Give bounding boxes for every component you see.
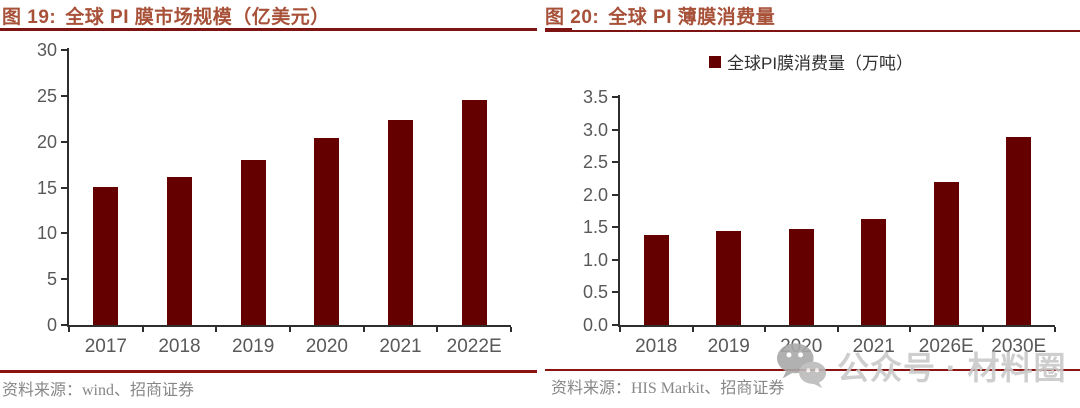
x-tick-label: 2019: [232, 336, 275, 357]
bar: [861, 219, 887, 325]
y-tick-label: 25: [36, 85, 57, 106]
legend-label: 全球PI膜消费量（万吨）: [727, 54, 914, 73]
watermark: 公众号 · 材料圈: [775, 340, 1066, 392]
x-tick: [909, 327, 911, 332]
y-tick-label: 2.0: [582, 184, 608, 205]
y-tick-label: 0.0: [582, 315, 608, 335]
x-tick: [691, 327, 694, 332]
y-tick-label: 1.0: [582, 249, 608, 270]
legend-swatch: [709, 55, 721, 68]
source-note-right: 资料来源：HIS Markit、招商证券: [551, 380, 785, 397]
bar: [643, 235, 669, 325]
bar: [240, 160, 266, 325]
y-tick: [612, 324, 618, 326]
wechat-icon: [776, 343, 827, 389]
y-tick: [61, 232, 67, 235]
y-tick: [612, 193, 618, 196]
x-axis-line: [618, 325, 1055, 327]
x-tick-label: 2022E: [446, 336, 502, 357]
y-axis-line: [67, 48, 69, 327]
y-tick-label: 3.5: [582, 87, 608, 107]
figure-19-label: 图 19:: [2, 7, 57, 28]
y-tick: [612, 128, 618, 131]
x-tick-label: 2018: [635, 336, 678, 357]
y-tick: [61, 324, 67, 326]
y-tick-label: 2.5: [582, 152, 608, 173]
x-tick: [619, 327, 621, 332]
y-tick: [61, 278, 67, 281]
x-tick-label: 2021: [379, 336, 422, 357]
x-tick: [981, 327, 984, 332]
watermark-text: 公众号 · 材料圈: [837, 350, 1067, 386]
figure-20-title-underline: [545, 28, 1080, 32]
y-tick: [612, 226, 618, 229]
figure-19-title-text: 全球 PI 膜市场规模（亿美元）: [65, 7, 330, 28]
y-tick-label: 20: [36, 131, 57, 152]
y-tick: [61, 94, 67, 97]
x-tick: [215, 327, 218, 332]
y-tick-label: 5: [46, 269, 57, 290]
x-tick-label: 2017: [84, 336, 127, 357]
x-tick: [764, 327, 766, 332]
bar: [933, 181, 959, 325]
x-tick: [510, 327, 512, 332]
figure-20-title-text: 全球 PI 薄膜消费量: [608, 7, 776, 28]
legend: 全球PI膜消费量（万吨）: [709, 49, 913, 74]
bar: [1006, 137, 1032, 325]
y-tick: [61, 186, 67, 189]
x-tick-label: 2020: [305, 336, 348, 357]
x-tick: [289, 327, 291, 332]
y-tick-label: 15: [36, 177, 57, 198]
y-axis-line: [618, 95, 620, 327]
bar: [93, 186, 119, 325]
y-tick-label: 0: [46, 315, 57, 335]
x-tick: [436, 327, 439, 332]
title-underline-cap: [545, 28, 572, 32]
bar: [461, 100, 487, 325]
y-tick: [612, 291, 618, 294]
bar: [314, 138, 340, 325]
x-tick-label: 2019: [707, 336, 750, 357]
source-divider-left: [0, 370, 537, 373]
y-tick: [612, 161, 618, 164]
x-tick: [141, 327, 144, 332]
y-tick: [612, 258, 618, 261]
y-tick-label: 3.0: [582, 119, 608, 140]
figure-20-title: 图 20: 全球 PI 薄膜消费量: [545, 2, 775, 29]
source-note-left: 资料来源：wind、招商证券: [2, 382, 195, 399]
x-axis-line: [67, 325, 511, 327]
bar: [167, 176, 192, 325]
figure-20-label: 图 20:: [545, 7, 600, 28]
x-tick: [68, 327, 70, 332]
y-tick-label: 30: [36, 40, 57, 60]
y-tick: [61, 140, 67, 143]
y-tick: [61, 49, 67, 51]
x-tick: [362, 327, 365, 332]
x-tick: [1054, 327, 1056, 332]
x-tick-label: 2018: [158, 336, 201, 357]
y-tick: [612, 96, 618, 98]
bar: [388, 119, 413, 325]
y-tick-label: 10: [36, 223, 57, 244]
y-tick-label: 0.5: [582, 282, 608, 303]
bar: [716, 230, 742, 325]
figure-19-title: 图 19: 全球 PI 膜市场规模（亿美元）: [2, 2, 330, 29]
figure-19-title-underline: [0, 28, 537, 31]
x-tick: [836, 327, 839, 332]
y-tick-label: 1.5: [582, 217, 608, 238]
bar: [788, 228, 814, 325]
